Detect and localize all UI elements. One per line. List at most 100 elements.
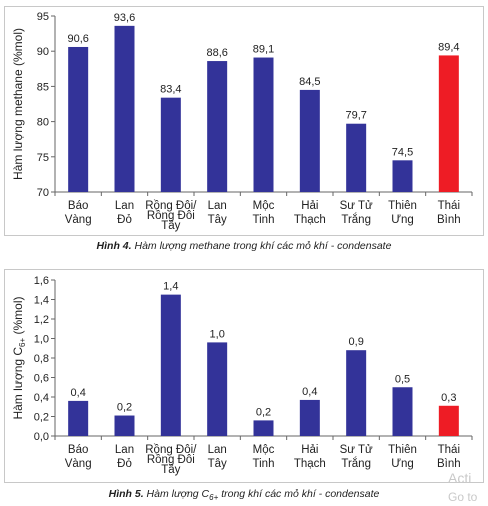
- x-tick-label-line: Lan: [115, 444, 134, 456]
- x-tick-label: Rồng Đôi/Rồng Đôi Tây: [145, 444, 197, 476]
- x-tick-label-line: Bình: [437, 458, 461, 470]
- watermark-line-1: Acti: [448, 470, 472, 486]
- bar-highlight: [438, 405, 459, 436]
- bar: [114, 415, 135, 436]
- bar: [68, 400, 89, 436]
- x-tick-label: Báo Vàng: [65, 444, 92, 470]
- x-tick-label: Thiên Ưng: [388, 200, 417, 226]
- bar: [207, 61, 228, 192]
- data-label: 90,6: [67, 33, 88, 45]
- x-tick-label-line: Tây: [161, 220, 180, 232]
- y-tick-label: 1,0: [34, 334, 49, 346]
- x-tick-label: Thái Bình: [437, 200, 461, 226]
- data-label: 89,1: [253, 44, 274, 56]
- x-tick-label-line: Mộc: [253, 200, 275, 212]
- x-tick-label: Lan Đỏ: [115, 200, 134, 226]
- bar: [207, 342, 228, 436]
- y-tick-label: 0,2: [34, 412, 49, 424]
- y-tick-label: 95: [37, 11, 49, 23]
- x-tick-label-line: Tây: [208, 214, 227, 226]
- x-tick-label-line: Sư Tử: [340, 200, 373, 212]
- y-tick-label: 0,4: [34, 392, 49, 404]
- x-tick-label: Lan Đỏ: [115, 444, 134, 470]
- bar: [392, 387, 413, 436]
- x-tick-label-line: Hải: [301, 444, 318, 456]
- data-label: 0,3: [441, 392, 456, 404]
- x-tick-label-line: Đỏ: [117, 458, 132, 470]
- x-tick-label-line: Đỏ: [117, 214, 132, 226]
- x-tick-label: Thái Bình: [437, 444, 461, 470]
- x-tick-label-line: Ưng: [391, 458, 414, 470]
- x-tick-label: Mộc Tinh: [253, 200, 275, 226]
- x-tick-label-line: Thạch: [294, 214, 326, 226]
- x-tick-label-line: Hải: [301, 200, 318, 212]
- x-tick-label: Hải Thạch: [294, 444, 326, 470]
- x-tick-label-line: Mộc: [253, 444, 275, 456]
- x-tick-label: Báo Vàng: [65, 200, 92, 226]
- x-tick-label-line: Tinh: [253, 214, 275, 226]
- x-tick-label-line: Rồng Đôi: [147, 210, 195, 222]
- x-tick-label-line: Trắng: [341, 213, 371, 226]
- data-label: 0,9: [349, 336, 364, 348]
- x-tick-label-line: Báo: [68, 444, 88, 456]
- x-tick-label-line: Bình: [437, 214, 461, 226]
- figure-5-text-b: trong khí các mỏ khí - condensate: [218, 488, 380, 500]
- y-tick-label: 80: [37, 117, 49, 129]
- data-label: 0,2: [256, 406, 271, 418]
- x-tick-label: Lan Tây: [208, 200, 227, 226]
- y-tick-label: 70: [37, 187, 49, 199]
- figure-4-text: Hàm lượng methane trong khí các mỏ khí -…: [131, 240, 392, 252]
- data-label: 74,5: [392, 146, 413, 158]
- x-tick-label-line: Thái: [438, 444, 460, 456]
- chart-frame-c6: [4, 269, 484, 483]
- x-tick-label-line: Lan: [115, 200, 134, 212]
- x-tick-label-line: Sư Tử: [340, 444, 373, 456]
- x-tick-label: Thiên Ưng: [388, 444, 417, 470]
- data-label: 1,4: [163, 281, 178, 293]
- x-tick-label-line: Tây: [208, 458, 227, 470]
- y-tick-label: 75: [37, 152, 49, 164]
- y-tick-label: 85: [37, 81, 49, 93]
- methane-bar-chart: 70 75 80 85 90 95 Hàm lượng methane (%mol) 90,6…: [11, 11, 473, 232]
- bar-highlight: [438, 55, 459, 193]
- data-label: 89,4: [438, 41, 459, 53]
- x-tick-label-line: Trắng: [341, 457, 371, 470]
- figure-4-caption: Hình 4. Hàm lượng methane trong khí các …: [0, 240, 488, 252]
- x-tick-label: Sư Tử Trắng: [340, 200, 373, 226]
- y-tick-label: 0,6: [34, 373, 49, 385]
- x-tick-label-line: Báo: [68, 200, 88, 212]
- y-axis-title: Hàm lượng methane (%mol): [11, 28, 25, 180]
- c6-bar-chart: 0,0 0,2 0,4 0,6 0,8 1,0 1,2 1,4 1,6 Hàm lượng C6+…: [11, 275, 473, 476]
- y-tick-label: 1,4: [34, 295, 49, 307]
- figure-5-caption: Hình 5. Hàm lượng C6+ trong khí các mỏ k…: [0, 488, 488, 502]
- data-label: 0,4: [302, 386, 317, 398]
- figure-5-subscript: 6+: [209, 493, 219, 503]
- x-tick-label-line: Thiên: [388, 444, 417, 456]
- x-tick-label: Rồng Đôi/Rồng Đôi Tây: [145, 200, 197, 232]
- x-tick-label-line: Rồng Đôi/: [145, 200, 197, 212]
- y-tick-label: 1,2: [34, 314, 49, 326]
- x-tick-label: Mộc Tinh: [253, 444, 275, 470]
- bar: [299, 399, 320, 436]
- y-tick-label: 0,0: [34, 431, 49, 443]
- y-axis-title: Hàm lượng C6+ (%mol): [11, 296, 27, 419]
- bar: [253, 420, 274, 436]
- bar: [346, 123, 367, 192]
- x-tick-label-line: Tây: [161, 464, 180, 476]
- x-tick-label-line: Thạch: [294, 458, 326, 470]
- x-tick-label-line: Vàng: [65, 214, 92, 226]
- bar: [68, 46, 89, 193]
- x-tick-label-line: Thái: [438, 200, 460, 212]
- x-tick-label-line: Rồng Đôi/: [145, 444, 197, 456]
- y-tick-label: 1,6: [34, 275, 49, 287]
- y-axis-title-subscript: 6+: [18, 337, 27, 346]
- data-label: 84,5: [299, 76, 320, 88]
- data-label: 1,0: [210, 328, 225, 340]
- y-tick-label: 0,8: [34, 353, 49, 365]
- data-label: 88,6: [206, 47, 227, 59]
- figure-5-text-a: Hàm lượng C: [143, 488, 210, 500]
- x-tick-label-line: Rồng Đôi: [147, 454, 195, 466]
- y-axis-title-part: Hàm lượng C: [11, 347, 25, 420]
- figure-4-label: Hình 4.: [96, 240, 132, 252]
- x-tick-label: Hải Thạch: [294, 200, 326, 226]
